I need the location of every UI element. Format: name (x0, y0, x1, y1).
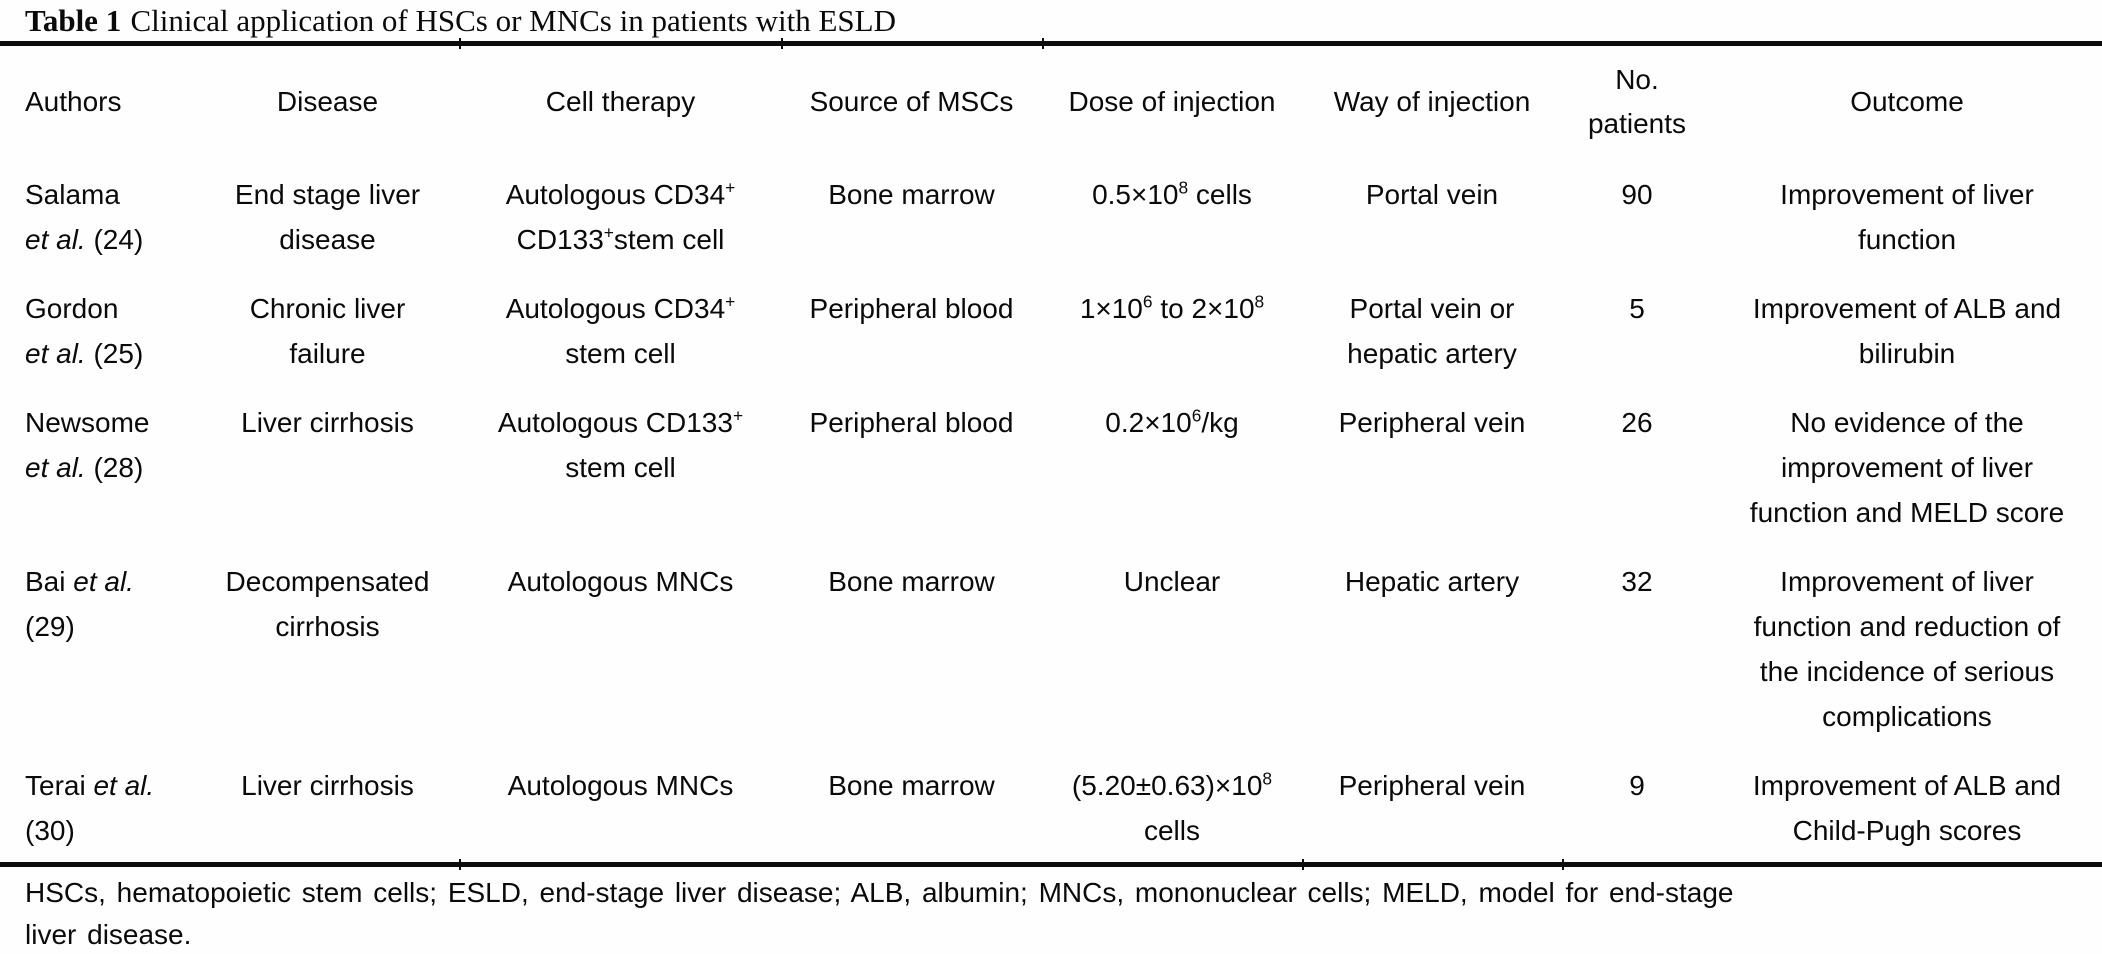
table-caption-text: Clinical application of HSCs or MNCs in … (130, 3, 896, 38)
column-tick (781, 38, 783, 49)
column-header-way-of-injection: Way of injection (1333, 85, 1531, 117)
column-tick (459, 859, 461, 870)
column-header-disease: Disease (276, 85, 379, 117)
cell-authors: Gordon et al. (25) (25, 293, 144, 369)
header-row: Authors Disease Cell therapy Source of M… (0, 46, 2102, 157)
cell-way: Portal vein (1365, 179, 1499, 210)
cell-cell-therapy: Autologous MNCs (507, 566, 734, 597)
cell-source: Bone marrow (828, 179, 995, 210)
cell-way: Hepatic artery (1344, 566, 1520, 597)
cell-outcome: Improvement of ALB and bilirubin (1752, 293, 2062, 369)
cell-disease: End stage liver disease (234, 179, 421, 255)
table-caption: Table 1 Clinical application of HSCs or M… (0, 0, 2102, 41)
cell-disease: Decompensated cirrhosis (225, 566, 430, 642)
cell-disease: Liver cirrhosis (241, 770, 414, 801)
table-row: Gordon et al. (25) Chronic liver failure… (0, 271, 2102, 385)
cell-cell-therapy: Autologous CD133+ stem cell (497, 405, 744, 483)
bottom-rule (0, 859, 2102, 870)
cell-source: Bone marrow (828, 566, 995, 597)
cell-patients: 32 (1621, 566, 1653, 597)
cell-authors: Terai et al. (30) (25, 770, 155, 846)
cell-outcome: No evidence of the improvement of liver … (1749, 407, 2065, 528)
table-row: Newsome et al. (28) Liver cirrhosis Auto… (0, 385, 2102, 544)
cell-source: Peripheral blood (809, 407, 1014, 438)
column-header-source-of-mscs: Source of MSCs (809, 85, 1014, 117)
cell-patients: 90 (1621, 179, 1653, 210)
column-tick (1562, 859, 1564, 870)
cell-dose: Unclear (1123, 566, 1221, 597)
cell-disease: Liver cirrhosis (241, 407, 414, 438)
cell-way: Portal vein or hepatic artery (1347, 293, 1517, 369)
cell-patients: 5 (1629, 293, 1645, 324)
top-rule (0, 38, 2102, 49)
cell-cell-therapy: Autologous MNCs (507, 770, 734, 801)
column-header-cell-therapy: Cell therapy (545, 85, 696, 117)
column-header-dose-of-injection: Dose of injection (1068, 85, 1276, 117)
cell-outcome: Improvement of liver function (1780, 179, 2034, 255)
cell-way: Peripheral vein (1338, 407, 1526, 438)
table-row: Bai et al. (29) Decompensated cirrhosis … (0, 544, 2102, 748)
cell-cell-therapy: Autologous CD34+ CD133+stem cell (505, 177, 736, 255)
cell-source: Peripheral blood (809, 293, 1014, 324)
table-footnote: HSCs, hematopoietic stem cells; ESLD, en… (25, 877, 1734, 950)
table-caption-number: Table 1 (25, 3, 122, 38)
column-header-outcome: Outcome (1850, 85, 1964, 117)
column-header-no-patients: No. patients (1587, 63, 1687, 139)
cell-dose: 0.5×108 cells (1092, 177, 1252, 210)
cell-dose: 0.2×106/kg (1105, 405, 1239, 438)
cell-patients: 26 (1621, 407, 1653, 438)
cell-authors: Bai et al. (29) (25, 566, 134, 642)
table-row: Terai et al. (30) Liver cirrhosis Autolo… (0, 748, 2102, 862)
cell-source: Bone marrow (828, 770, 995, 801)
cell-cell-therapy: Autologous CD34+ stem cell (505, 291, 736, 369)
cell-dose: 1×106 to 2×108 (1079, 291, 1265, 324)
cell-way: Peripheral vein (1338, 770, 1526, 801)
column-tick (459, 38, 461, 49)
cell-outcome: Improvement of liver function and reduct… (1753, 566, 2061, 732)
column-tick (1042, 38, 1044, 49)
cell-authors: Newsome et al. (28) (25, 407, 150, 483)
column-header-authors: Authors (25, 85, 122, 117)
cell-dose: (5.20±0.63)×108 cells (1071, 768, 1273, 846)
column-tick (1302, 859, 1304, 870)
cell-disease: Chronic liver failure (249, 293, 406, 369)
table-row: Salama et al. (24) End stage liver disea… (0, 157, 2102, 271)
data-table: Authors Disease Cell therapy Source of M… (0, 46, 2102, 862)
cell-outcome: Improvement of ALB and Child-Pugh scores (1752, 770, 2062, 846)
cell-authors: Salama et al. (24) (25, 179, 144, 255)
cell-patients: 9 (1629, 770, 1645, 801)
